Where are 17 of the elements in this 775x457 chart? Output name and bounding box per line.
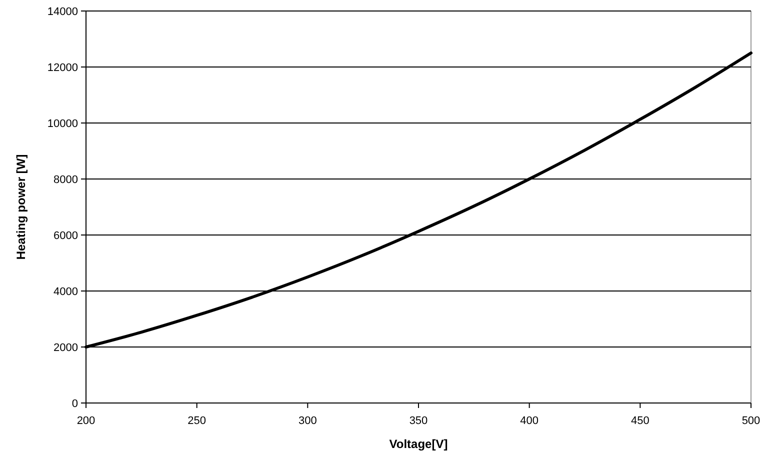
y-tick-label: 4000: [54, 286, 78, 298]
y-tick-label: 12000: [47, 62, 78, 74]
x-tick-label: 450: [630, 415, 650, 427]
x-tick-label: 200: [76, 415, 96, 427]
y-tick-label: 2000: [54, 342, 78, 354]
x-tick-label: 250: [188, 415, 206, 427]
y-tick-label: 0: [72, 398, 78, 410]
x-tick-label: 500: [742, 415, 760, 427]
y-tick-label: 8000: [54, 174, 78, 186]
x-tick-label: 400: [520, 415, 539, 427]
x-tick-label: 300: [298, 415, 317, 427]
y-axis-title: Heating power [W]: [14, 154, 28, 260]
y-tick-label: 10000: [47, 118, 78, 130]
y-tick-label: 6000: [54, 230, 78, 242]
y-tick-label: 14000: [47, 6, 78, 18]
x-tick-label: 350: [409, 415, 428, 427]
x-axis-title: Voltage[V]: [389, 437, 448, 451]
